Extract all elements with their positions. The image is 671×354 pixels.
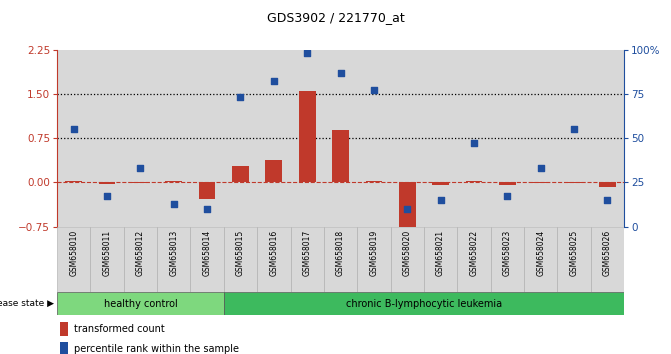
Point xyxy=(168,201,179,206)
Bar xyxy=(123,227,157,292)
Text: GSM658026: GSM658026 xyxy=(603,230,612,276)
Bar xyxy=(324,227,357,292)
Text: percentile rank within the sample: percentile rank within the sample xyxy=(74,344,239,354)
Bar xyxy=(132,182,149,183)
Text: transformed count: transformed count xyxy=(74,324,165,334)
Text: GSM658012: GSM658012 xyxy=(136,230,145,276)
Point xyxy=(535,165,546,171)
Bar xyxy=(166,181,182,182)
Text: GSM658022: GSM658022 xyxy=(470,230,478,276)
Bar xyxy=(232,166,249,182)
Text: GSM658014: GSM658014 xyxy=(203,230,211,276)
Bar xyxy=(366,181,382,182)
Text: disease state ▶: disease state ▶ xyxy=(0,299,54,308)
Bar xyxy=(299,91,315,182)
Point xyxy=(202,206,213,212)
Bar xyxy=(224,50,257,227)
Text: healthy control: healthy control xyxy=(103,298,177,309)
Bar xyxy=(257,227,291,292)
Point xyxy=(502,194,513,199)
Point xyxy=(68,126,79,132)
Text: GSM658016: GSM658016 xyxy=(269,230,278,276)
Bar xyxy=(566,182,582,183)
Point xyxy=(568,126,579,132)
Point xyxy=(435,197,446,203)
Text: GSM658023: GSM658023 xyxy=(503,230,512,276)
Bar xyxy=(224,292,624,315)
Bar xyxy=(524,50,558,227)
Bar xyxy=(558,50,590,227)
Bar xyxy=(99,182,115,184)
Bar xyxy=(399,182,415,228)
Text: GSM658021: GSM658021 xyxy=(436,230,445,276)
Text: GSM658017: GSM658017 xyxy=(303,230,312,276)
Bar xyxy=(457,50,491,227)
Bar xyxy=(65,181,82,182)
Bar xyxy=(91,50,123,227)
Point xyxy=(102,194,113,199)
Text: GSM658013: GSM658013 xyxy=(169,230,178,276)
Text: GSM658010: GSM658010 xyxy=(69,230,79,276)
Point xyxy=(235,95,246,100)
Point xyxy=(402,206,413,212)
Bar xyxy=(599,182,616,187)
Bar xyxy=(532,182,549,183)
Bar xyxy=(590,227,624,292)
Bar xyxy=(457,227,491,292)
Text: GSM658018: GSM658018 xyxy=(336,230,345,276)
Text: GSM658015: GSM658015 xyxy=(236,230,245,276)
Bar xyxy=(266,160,282,182)
Bar xyxy=(499,182,515,185)
Bar xyxy=(199,182,215,199)
Bar xyxy=(157,50,191,227)
Bar xyxy=(332,130,349,182)
Bar xyxy=(558,227,590,292)
Bar xyxy=(57,227,91,292)
Point xyxy=(302,50,313,56)
Bar xyxy=(291,50,324,227)
Bar xyxy=(224,227,257,292)
Point xyxy=(135,165,146,171)
Bar xyxy=(57,50,91,227)
Point xyxy=(268,79,279,84)
Bar xyxy=(424,50,457,227)
Bar xyxy=(424,227,457,292)
Bar xyxy=(191,227,224,292)
Bar xyxy=(590,50,624,227)
Bar xyxy=(357,227,391,292)
Text: GSM658011: GSM658011 xyxy=(103,230,111,276)
Text: GSM658025: GSM658025 xyxy=(570,230,578,276)
Point xyxy=(336,70,346,75)
Point xyxy=(602,197,613,203)
Bar xyxy=(491,50,524,227)
Text: GDS3902 / 221770_at: GDS3902 / 221770_at xyxy=(266,11,405,24)
Text: GSM658024: GSM658024 xyxy=(536,230,545,276)
Bar xyxy=(257,50,291,227)
Bar xyxy=(191,50,224,227)
Bar xyxy=(432,182,449,185)
Point xyxy=(468,141,479,146)
Bar xyxy=(57,292,224,315)
Point xyxy=(368,87,379,93)
Bar xyxy=(357,50,391,227)
Bar xyxy=(391,50,424,227)
Bar xyxy=(324,50,357,227)
Bar xyxy=(123,50,157,227)
Bar xyxy=(60,342,68,354)
Text: chronic B-lymphocytic leukemia: chronic B-lymphocytic leukemia xyxy=(346,298,502,309)
Text: GSM658020: GSM658020 xyxy=(403,230,412,276)
Bar xyxy=(466,181,482,182)
Text: GSM658019: GSM658019 xyxy=(369,230,378,276)
Bar xyxy=(524,227,558,292)
Bar xyxy=(391,227,424,292)
Bar xyxy=(91,227,123,292)
Bar xyxy=(491,227,524,292)
Bar xyxy=(157,227,191,292)
Bar xyxy=(291,227,324,292)
Bar xyxy=(60,322,68,336)
